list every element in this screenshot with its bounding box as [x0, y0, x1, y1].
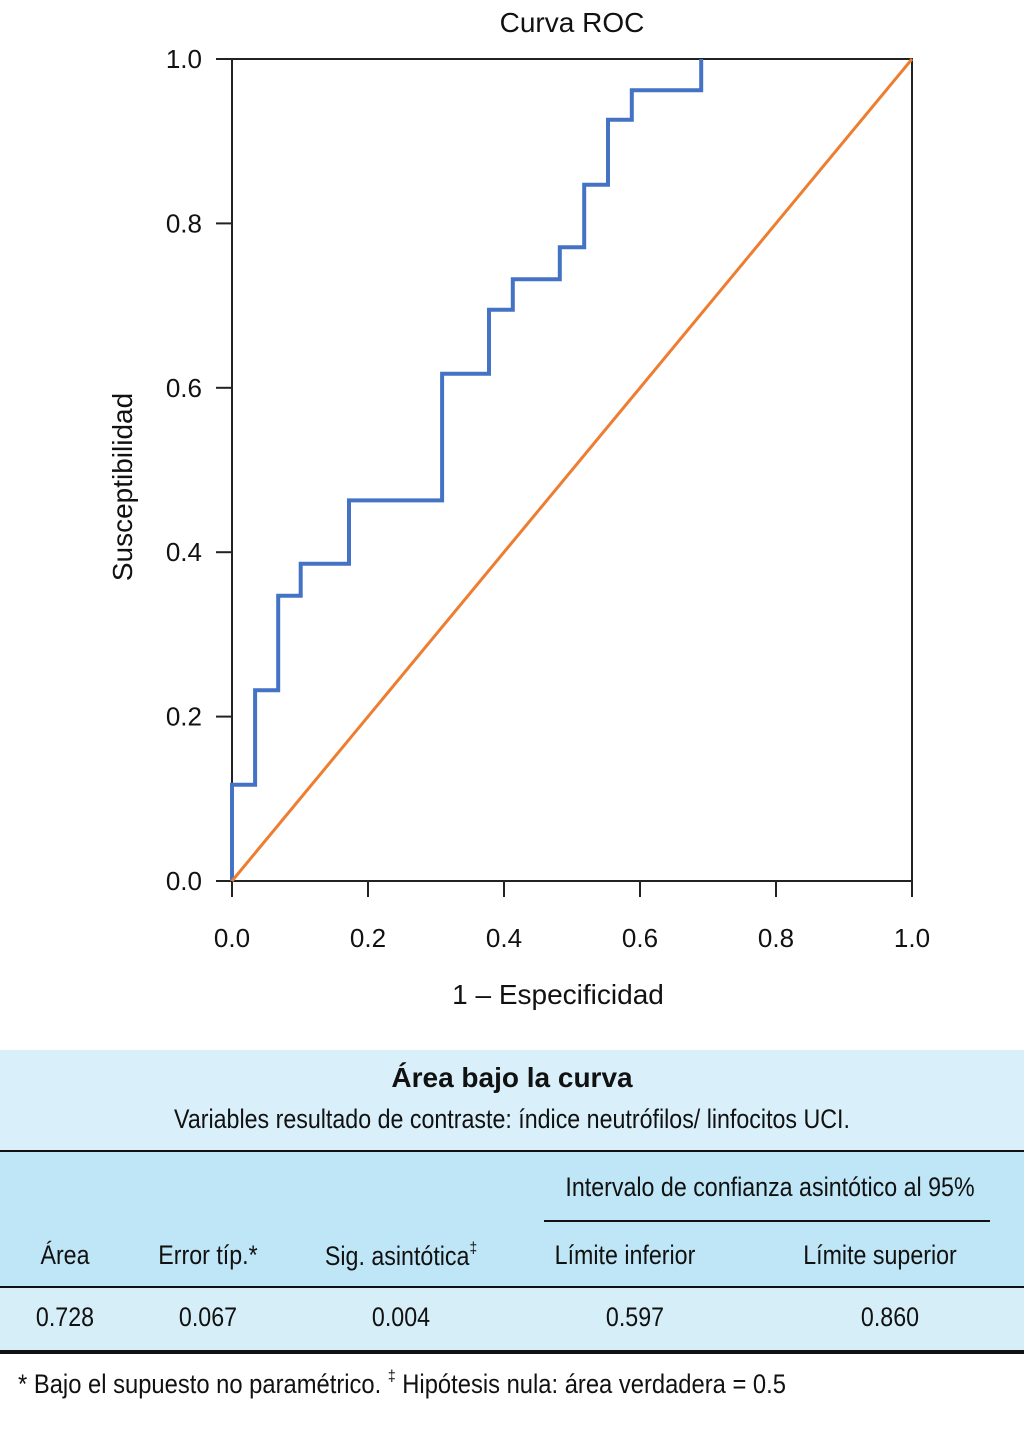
x-tick-label: 0.0	[214, 923, 250, 953]
table-subtitle: Variables resultado de contraste: índice…	[174, 1104, 850, 1134]
footnote: * Bajo el supuesto no paramétrico. ‡ Hip…	[18, 1368, 786, 1399]
y-tick-label: 0.6	[166, 373, 202, 403]
series-group	[230, 58, 914, 882]
cell-lower: 0.597	[605, 1302, 665, 1332]
y-tick-label: 0.0	[166, 866, 202, 896]
auc-table: Área bajo la curva Variables resultado d…	[0, 1050, 1024, 1354]
y-tick-label: 0.8	[166, 208, 202, 238]
table-header: Área bajo la curva Variables resultado d…	[0, 1050, 1024, 1150]
column-header-error: Error típ.*	[158, 1240, 258, 1270]
x-tick-label: 0.8	[758, 923, 794, 953]
y-axis-label: Susceptibilidad	[107, 393, 138, 581]
table-rule-top	[0, 1150, 1024, 1152]
y-tick-label: 1.0	[166, 44, 202, 74]
cell-sig: 0.004	[371, 1302, 431, 1332]
y-tick-label: 0.2	[166, 702, 202, 732]
column-header-upper: Límite superior	[803, 1240, 957, 1270]
cell-area: 0.728	[35, 1302, 95, 1332]
ci-group-rule	[544, 1220, 990, 1222]
column-header-row: Intervalo de confianza asintótico al 95%…	[0, 1152, 1024, 1286]
x-tick-label: 0.6	[622, 923, 658, 953]
table-row: 0.728 0.067 0.004 0.597 0.860	[0, 1288, 1024, 1350]
x-tick-label: 0.2	[350, 923, 386, 953]
x-axis: 0.0 0.2 0.4 0.6 0.8 1.0	[214, 881, 930, 953]
chart-title: Curva ROC	[500, 7, 645, 38]
y-axis: 0.0 0.2 0.4 0.6 0.8 1.0	[166, 44, 232, 896]
roc-chart: Curva ROC 0.0 0.2 0.4 0.6 0.8 1.0 0.00.20.40.…	[107, 7, 930, 1010]
plot-frame	[231, 58, 913, 882]
x-tick-label: 1.0	[894, 923, 930, 953]
column-header-area: Área	[40, 1240, 90, 1270]
x-axis-label: 1 – Especificidad	[452, 979, 664, 1010]
y-tick-label: 0.4	[166, 537, 202, 567]
table-rule-mid	[0, 1286, 1024, 1288]
cell-upper: 0.860	[860, 1302, 920, 1332]
column-header-lower: Límite inferior	[554, 1240, 696, 1270]
table-title: Área bajo la curva	[391, 1062, 633, 1093]
cell-error: 0.067	[178, 1302, 238, 1332]
roc-curve-line	[230, 59, 704, 881]
reference-diagonal-line	[230, 58, 914, 882]
table-rule-bottom	[0, 1350, 1024, 1354]
ci-group-header: Intervalo de confianza asintótico al 95%	[565, 1172, 975, 1202]
x-tick-label: 0.4	[486, 923, 522, 953]
column-header-sig: Sig. asintótica‡	[324, 1240, 478, 1271]
